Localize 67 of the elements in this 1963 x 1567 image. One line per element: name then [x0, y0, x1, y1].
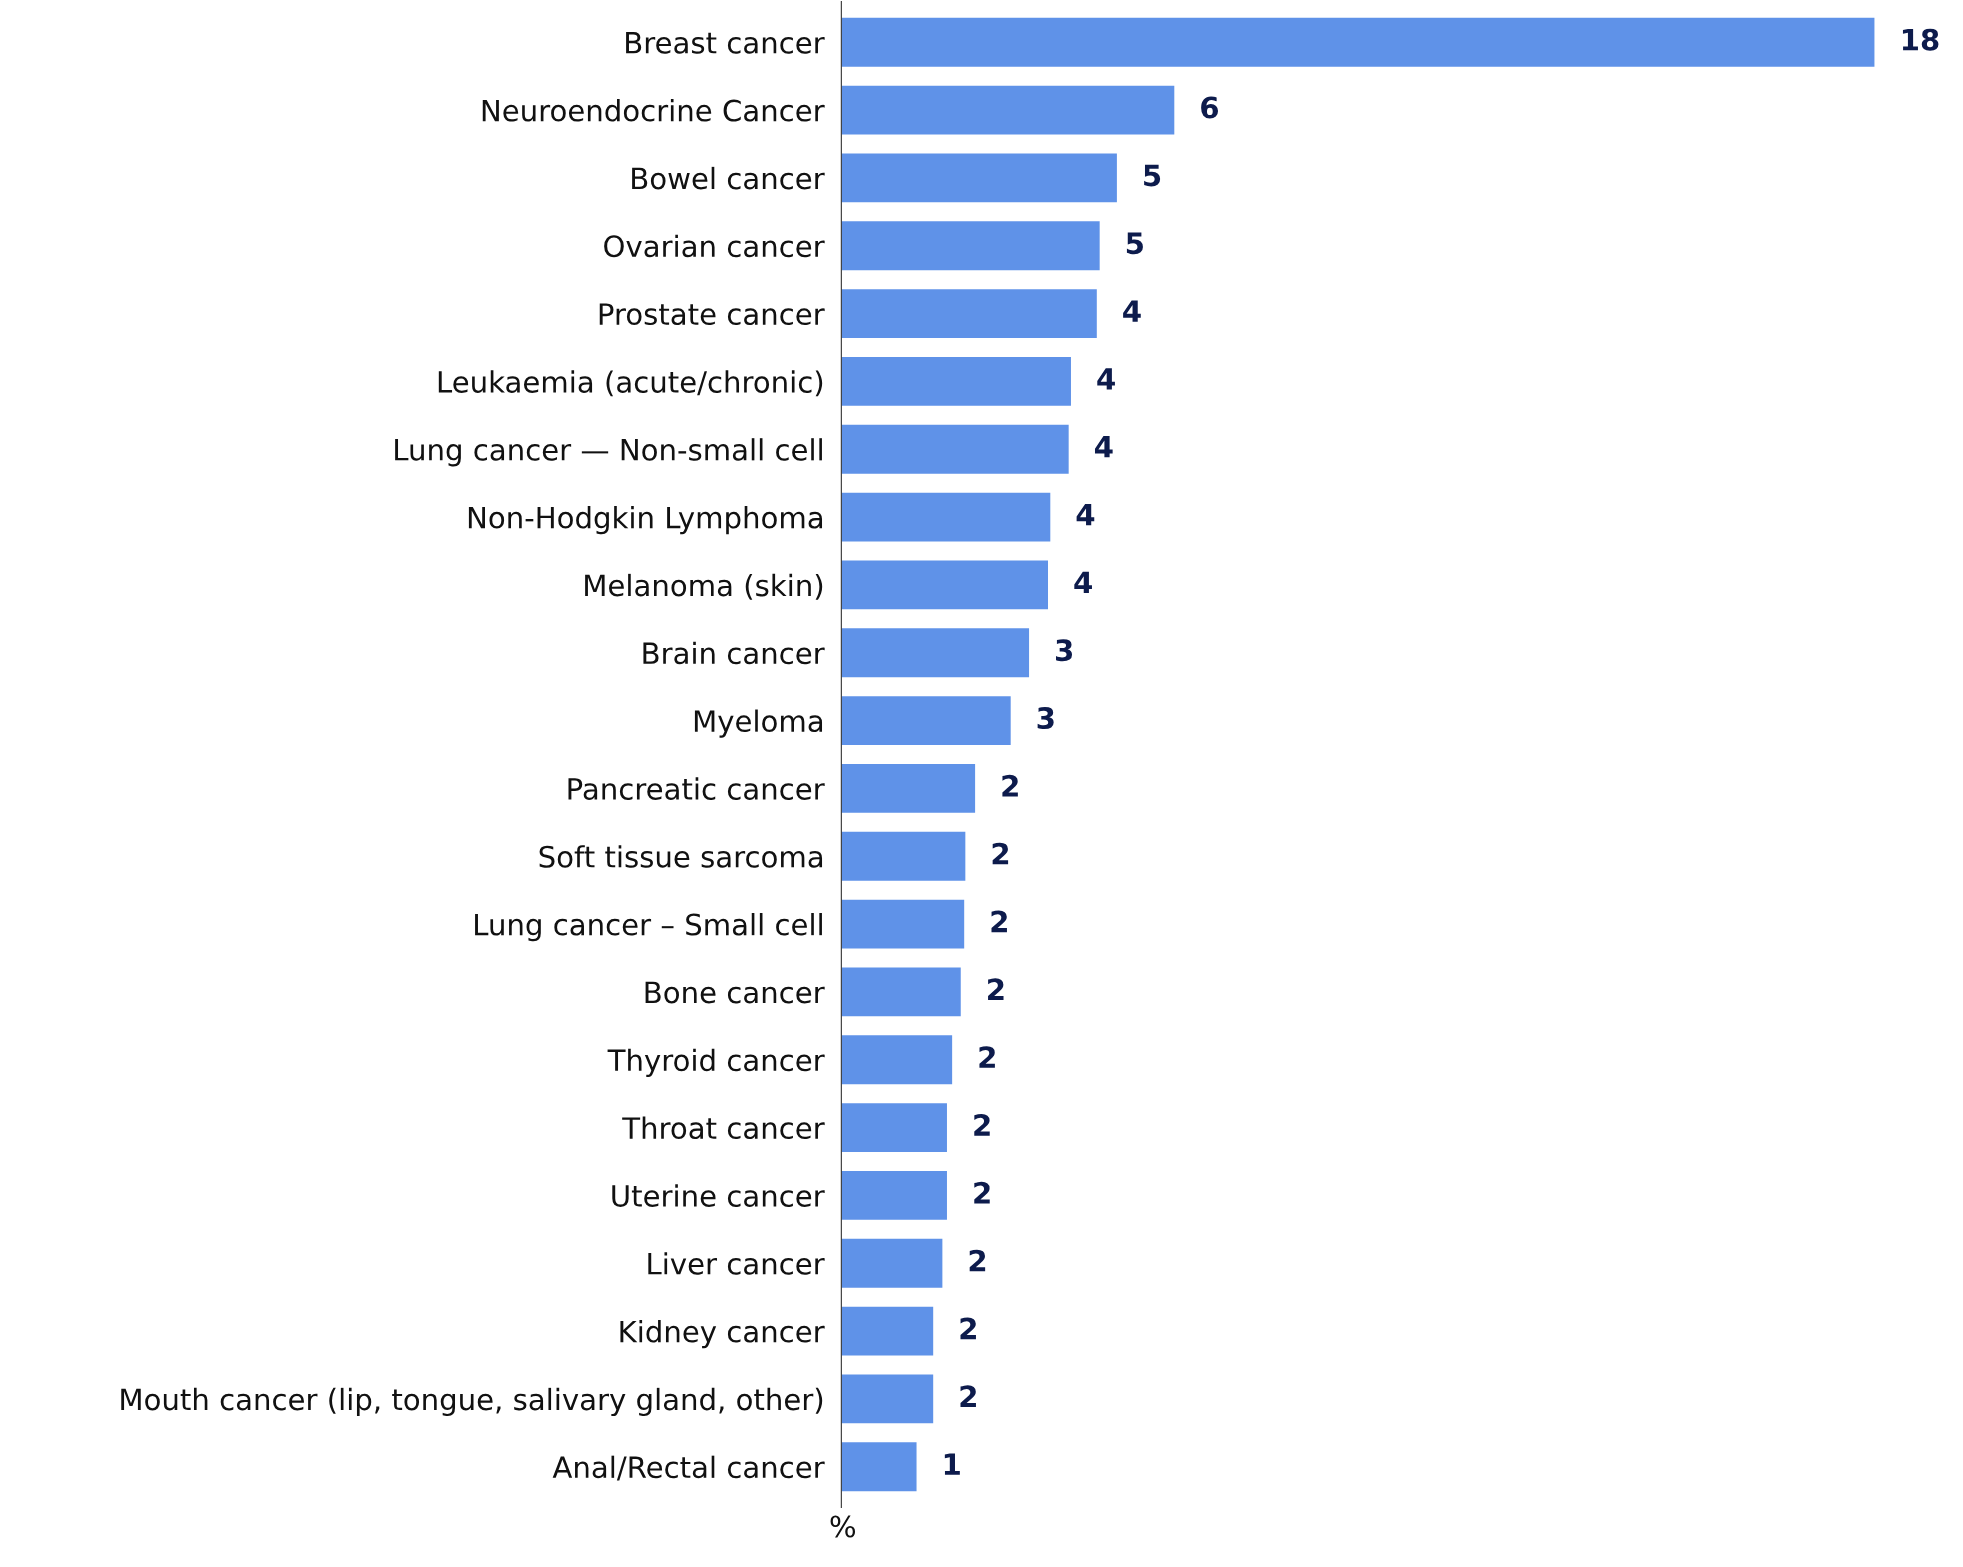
bar — [841, 153, 1117, 203]
y-tick-label: Neuroendocrine Cancer — [482, 99, 825, 122]
y-tick-label: Thyroid cancer — [607, 1048, 825, 1077]
bar — [841, 424, 1069, 474]
bar — [841, 831, 966, 881]
bar — [841, 1374, 934, 1424]
bar — [841, 492, 1051, 542]
bar — [841, 1035, 953, 1085]
y-tick-label: Brain cancer — [643, 641, 825, 665]
data-label: 2 — [960, 1317, 976, 1340]
data-label: 2 — [991, 910, 1007, 933]
bar — [841, 967, 961, 1017]
y-tick-label: Myeloma — [694, 709, 823, 738]
y-tick-label: Liver cancer — [648, 1252, 825, 1275]
y-tick-label: Mouth cancer (lip, tongue, salivary gland, other) — [121, 1387, 823, 1417]
y-tick-label: Melanoma (skin) — [585, 573, 823, 600]
y-tick-label: Kidney cancer — [620, 1320, 825, 1349]
y-tick-label: Bone cancer — [645, 981, 825, 1004]
y-tick-label: Non-Hodgkin Lymphoma — [468, 506, 823, 535]
data-label: 2 — [992, 842, 1009, 865]
bar — [841, 696, 1011, 746]
bar — [841, 289, 1097, 339]
bar — [841, 221, 1100, 271]
data-label: 5 — [1144, 164, 1161, 187]
data-label: 2 — [979, 1046, 995, 1068]
bar — [841, 1442, 917, 1492]
data-label: 4 — [1074, 571, 1092, 593]
data-label: 2 — [960, 1385, 976, 1407]
bar — [841, 85, 1175, 135]
data-label: 18 — [1902, 28, 1939, 51]
bar — [841, 357, 1071, 406]
data-label: 4 — [1076, 503, 1095, 526]
y-tick-label: Ovarian cancer — [604, 234, 825, 258]
data-label: 4 — [1094, 436, 1113, 458]
bar — [841, 1306, 934, 1356]
y-tick-label: Breast cancer — [626, 32, 825, 54]
data-label: 6 — [1201, 96, 1219, 119]
bar — [841, 899, 965, 949]
y-tick-label: Bowel cancer — [632, 166, 825, 190]
bar — [841, 1171, 947, 1220]
y-tick-label: Uterine cancer — [612, 1184, 825, 1207]
data-label: 2 — [988, 978, 1004, 1000]
y-tick-label: Pancreatic cancer — [568, 777, 825, 800]
y-tick-label: Lung cancer — Non-small cell — [395, 438, 822, 467]
data-label: 2 — [974, 1181, 990, 1204]
data-label: 2 — [1002, 774, 1018, 797]
data-label: 3 — [1056, 639, 1073, 662]
bar — [841, 560, 1049, 610]
y-tick-label: Throat cancer — [622, 1116, 825, 1140]
data-label: 2 — [974, 1113, 990, 1136]
y-tick-label: Prostate cancer — [599, 303, 825, 326]
x-axis-title: % — [830, 1515, 856, 1538]
data-label: 1 — [944, 1453, 960, 1475]
data-label: 4 — [1123, 300, 1141, 322]
data-label: 5 — [1126, 232, 1143, 255]
y-tick-label: Anal/Rectal cancer — [552, 1455, 825, 1481]
data-label: 2 — [969, 1249, 986, 1272]
data-label: 4 — [1097, 368, 1115, 390]
bar — [841, 17, 1875, 67]
bar — [841, 764, 976, 813]
bar — [841, 1238, 943, 1288]
y-tick-label: Soft tissue sarcoma — [539, 845, 823, 868]
bar — [841, 1103, 947, 1153]
data-label: 3 — [1037, 707, 1054, 730]
y-tick-label: Leukaemia (acute/chronic) — [438, 370, 823, 397]
bar — [841, 628, 1030, 678]
y-tick-label: Lung cancer – Small cell — [475, 913, 822, 942]
